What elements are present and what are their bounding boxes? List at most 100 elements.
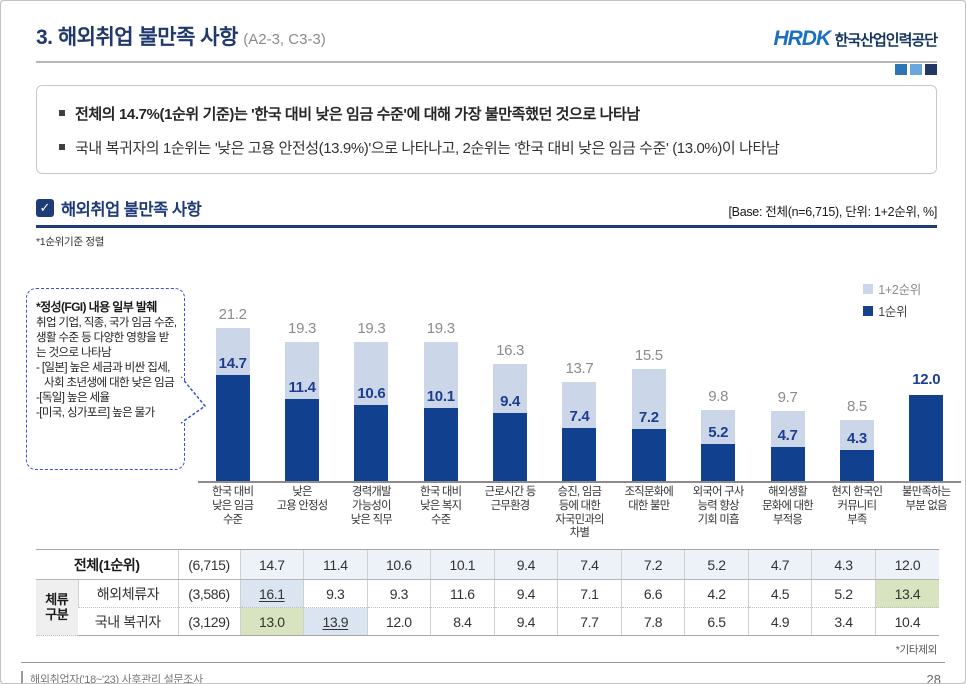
row-label: 해외체류자	[77, 579, 178, 609]
summary-text-2: 국내 복귀자의 1순위는 '낮은 고용 안전성(13.9%)'으로 나타나고, …	[75, 140, 780, 157]
bar-segment-total	[631, 369, 666, 430]
summary-text-1: 전체의 14.7%(1순위 기준)는 '한국 대비 낮은 임금 수준'에 대해 …	[75, 106, 640, 123]
value-cell: 9.3	[366, 579, 431, 609]
bar-segment-total	[562, 382, 597, 428]
category-label: 낮은 고용 안정성	[276, 486, 329, 512]
first-value-label: 11.4	[288, 378, 316, 396]
row-label: 전체(1순위)	[36, 549, 178, 581]
category-label: 조직문화에 대한 불만	[624, 486, 674, 512]
value-cell: 4.3	[811, 549, 876, 581]
fgi-callout-body: 취업 기업, 직종, 국가 임금 수준, 생활 수준 등 다양한 영향을 받는 …	[36, 316, 178, 421]
first-value-label: 9.4	[500, 393, 521, 411]
etc-note: *기타제외	[895, 644, 938, 657]
value-cell: 7.2	[620, 549, 685, 581]
bar-segment-first	[562, 427, 597, 481]
fgi-callout-title: *정성(FGI) 내용 일부 발췌	[36, 300, 157, 314]
bullet-icon	[59, 144, 65, 150]
value-cell: 4.7	[747, 549, 812, 581]
bar-segment-first	[285, 398, 320, 481]
value-cell: 14.7	[239, 549, 304, 581]
value-cell: 4.9	[747, 607, 812, 637]
value-cell: 9.4	[493, 549, 558, 581]
summary-bullet-1: 전체의 14.7%(1순위 기준)는 '한국 대비 낮은 임금 수준'에 대해 …	[57, 103, 916, 124]
chart-legend: 1+2순위 1순위	[863, 279, 921, 323]
first-value-label: 4.3	[846, 430, 867, 448]
first-value-label: 4.7	[777, 427, 798, 445]
category-label: 불만족하는 부분 없음	[902, 486, 951, 512]
legend-swatch-dark-icon	[863, 305, 874, 316]
category-label: 외국어 구사 능력 향상 기회 미흡	[692, 486, 745, 526]
bar-column: 19.3 10.1	[406, 295, 475, 481]
footer: 해외취업자('18~'23) 사후관리 설문조사 28	[1, 663, 965, 684]
total-value-label: 15.5	[634, 347, 663, 365]
value-cell: 10.4	[874, 607, 939, 637]
base-note: [Base: 전체(n=6,715), 단위: 1+2순위, %]	[728, 205, 938, 219]
value-cell: 6.6	[620, 579, 685, 609]
bar-segment-first	[770, 447, 805, 481]
category-label: 승진, 임금 등에 대한 자국민과의 차별	[555, 486, 604, 540]
legend-swatch-light-icon	[863, 283, 874, 294]
bar-column: 16.3 9.4	[475, 295, 544, 481]
value-cell: 9.3	[303, 579, 368, 609]
checkbox-icon: ✓	[36, 199, 54, 217]
value-cell: 7.4	[557, 549, 622, 581]
bar-column: 9.8 5.2	[684, 295, 753, 481]
first-value-label: 7.2	[638, 409, 659, 427]
summary-bullet-2: 국내 복귀자의 1순위는 '낮은 고용 안전성(13.9%)'으로 나타나고, …	[57, 137, 916, 158]
chart-category-axis: 한국 대비 낮은 임금 수준 낮은 고용 안정성 경력개발 가능성이 낮은 직무 한국 대비 낮은…	[198, 481, 961, 541]
footer-source: 해외취업자('18~'23) 사후관리 설문조사	[21, 671, 203, 683]
hrdk-logo-text: HRDK	[773, 27, 831, 50]
bar-segment-first	[701, 443, 736, 481]
page-title-suffix: (A2-3, C3-3)	[243, 31, 326, 48]
bar-segment-first	[631, 429, 666, 481]
page-number: 28	[926, 671, 941, 684]
footer-divider	[21, 662, 945, 664]
total-value-label: 9.7	[777, 389, 798, 407]
table-row: 국내 복귀자 (3,129) 13.0 13.9 12.0 8.4 9.4 7.7 7.8 6.5…	[36, 607, 939, 637]
value-cell: 13.4	[874, 579, 939, 609]
fgi-callout: *정성(FGI) 내용 일부 발췌 취업 기업, 직종, 국가 임금 수준, 생…	[26, 288, 185, 470]
bar-segment-total	[839, 419, 874, 451]
sample-size: (3,586)	[177, 579, 240, 609]
sample-size: (3,129)	[177, 607, 240, 637]
first-value-label: 5.2	[708, 423, 729, 441]
total-value-label: 9.8	[708, 388, 729, 406]
summary-box: 전체의 14.7%(1순위 기준)는 '한국 대비 낮은 임금 수준'에 대해 …	[36, 85, 937, 174]
fgi-callout-line: -[미국, 싱가포르] 높은 물가	[36, 406, 155, 419]
category-label: 해외생활 문화에 대한 부적응	[762, 486, 814, 526]
fgi-callout-line: - [일본] 높은 세금과 비싼 집세, 사회 초년생에 대한 낮은 임금	[36, 361, 175, 389]
value-cell: 9.4	[493, 579, 558, 609]
value-cell: 4.5	[747, 579, 812, 609]
bar-segment-total	[423, 342, 458, 409]
bar-column: 13.7 7.4	[545, 295, 614, 481]
fgi-callout-line: 취업 기업, 직종, 국가 임금 수준, 생활 수준 등 다양한 영향을 받는 …	[36, 317, 177, 359]
sample-size: (6,715)	[177, 549, 240, 581]
category-label: 현지 한국인 커뮤니티 부족	[831, 486, 883, 526]
table-row: 체류 구분 해외체류자 (3,586) 16.1 9.3 9.3 11.6 9.4 7.1 6.6 4…	[36, 579, 939, 637]
value-cell: 4.2	[684, 579, 749, 609]
section-title: 해외취업 불만족 사항	[61, 201, 202, 219]
bar-segment-first	[493, 413, 528, 481]
bar-segment-total	[493, 363, 528, 414]
row-label: 국내 복귀자	[78, 607, 178, 637]
section-header: ✓ 해외취업 불만족 사항 [Base: 전체(n=6,715), 단위: 1+…	[36, 196, 937, 220]
value-cell: 11.4	[303, 549, 368, 581]
value-cell: 12.0	[366, 607, 431, 637]
bar-segment-total	[770, 411, 805, 448]
value-cell: 7.8	[620, 607, 685, 637]
first-value-label: 7.4	[569, 407, 590, 425]
stacked-bar-chart: 1+2순위 1순위 21.2 14.7 19.3 11.4 19.3 10.6 19.3 10…	[198, 283, 961, 541]
value-cell: 12.0	[874, 549, 939, 581]
bar-column: 19.3 10.6	[337, 295, 406, 481]
bar-segment-total	[285, 342, 320, 399]
value-cell: 10.6	[366, 549, 431, 581]
first-value-label: 10.1	[426, 388, 455, 406]
value-cell: 5.2	[684, 549, 749, 581]
header: 3. 해외취업 불만족 사항 (A2-3, C3-3) HRDK 한국산업인력공…	[1, 1, 965, 51]
legend-item-1: 1+2순위	[863, 279, 921, 298]
total-value-label: 13.7	[565, 360, 594, 378]
value-cell: 5.2	[811, 579, 876, 609]
bar-column: 19.3 11.4	[267, 295, 336, 481]
hrdk-org-text: 한국산업인력공단	[834, 32, 938, 49]
